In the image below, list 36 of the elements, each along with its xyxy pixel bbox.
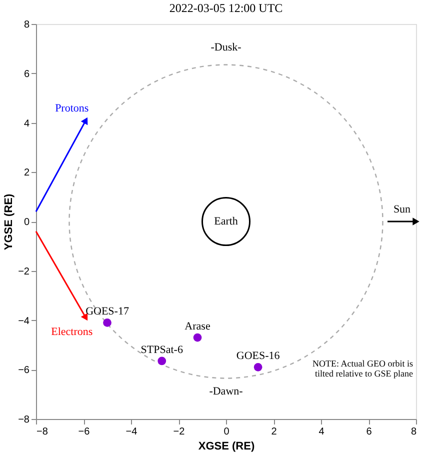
annotation: GOES-16: [236, 350, 280, 362]
y-tick-label: −6: [18, 365, 30, 376]
x-tick-label: 2: [271, 426, 278, 438]
x-tick-label: −2: [173, 426, 186, 438]
y-tick-label: −4: [18, 316, 30, 327]
chart-title: 2022-03-05 12:00 UTC: [169, 1, 283, 15]
x-tick-label: −8: [36, 426, 48, 438]
series-label: Protons: [55, 102, 89, 114]
x-tick-label: 4: [318, 426, 325, 438]
point: [254, 362, 262, 372]
annotation: Earth: [214, 216, 238, 228]
annotation: -Dusk-: [210, 42, 242, 54]
x-tick-label: −4: [126, 426, 138, 438]
point: [103, 318, 112, 327]
y-tick-label: 2: [24, 168, 30, 179]
y-tick-label: −8: [18, 414, 30, 426]
annotation: Arase: [184, 320, 210, 333]
point: [193, 333, 202, 342]
y-tick-label: 8: [24, 20, 30, 30]
series-label: Electrons: [51, 326, 93, 338]
x-tick-label: 8: [410, 426, 417, 438]
y-axis-title: YGSE (RE): [3, 194, 16, 250]
x-tick-label: 6: [366, 426, 372, 438]
x-tick-label: 0: [224, 426, 230, 438]
y-tick-label: 0: [24, 217, 30, 228]
point: [158, 356, 166, 366]
y-tick-label: 6: [24, 68, 30, 80]
y-tick-label: 4: [24, 118, 30, 130]
y-tick-label: −2: [18, 266, 30, 278]
x-tick-label: −6: [78, 426, 90, 438]
x-axis-title: XGSE (RE): [198, 440, 255, 452]
annotation: GOES-17: [86, 306, 130, 318]
annotation: -Dawn-: [209, 385, 244, 398]
annotation: STPSat-6: [140, 344, 184, 356]
annotation: NOTE: Actual GEO orbit is tilted relative to GSE plane: [312, 358, 414, 379]
series-label: Sun: [393, 204, 412, 216]
